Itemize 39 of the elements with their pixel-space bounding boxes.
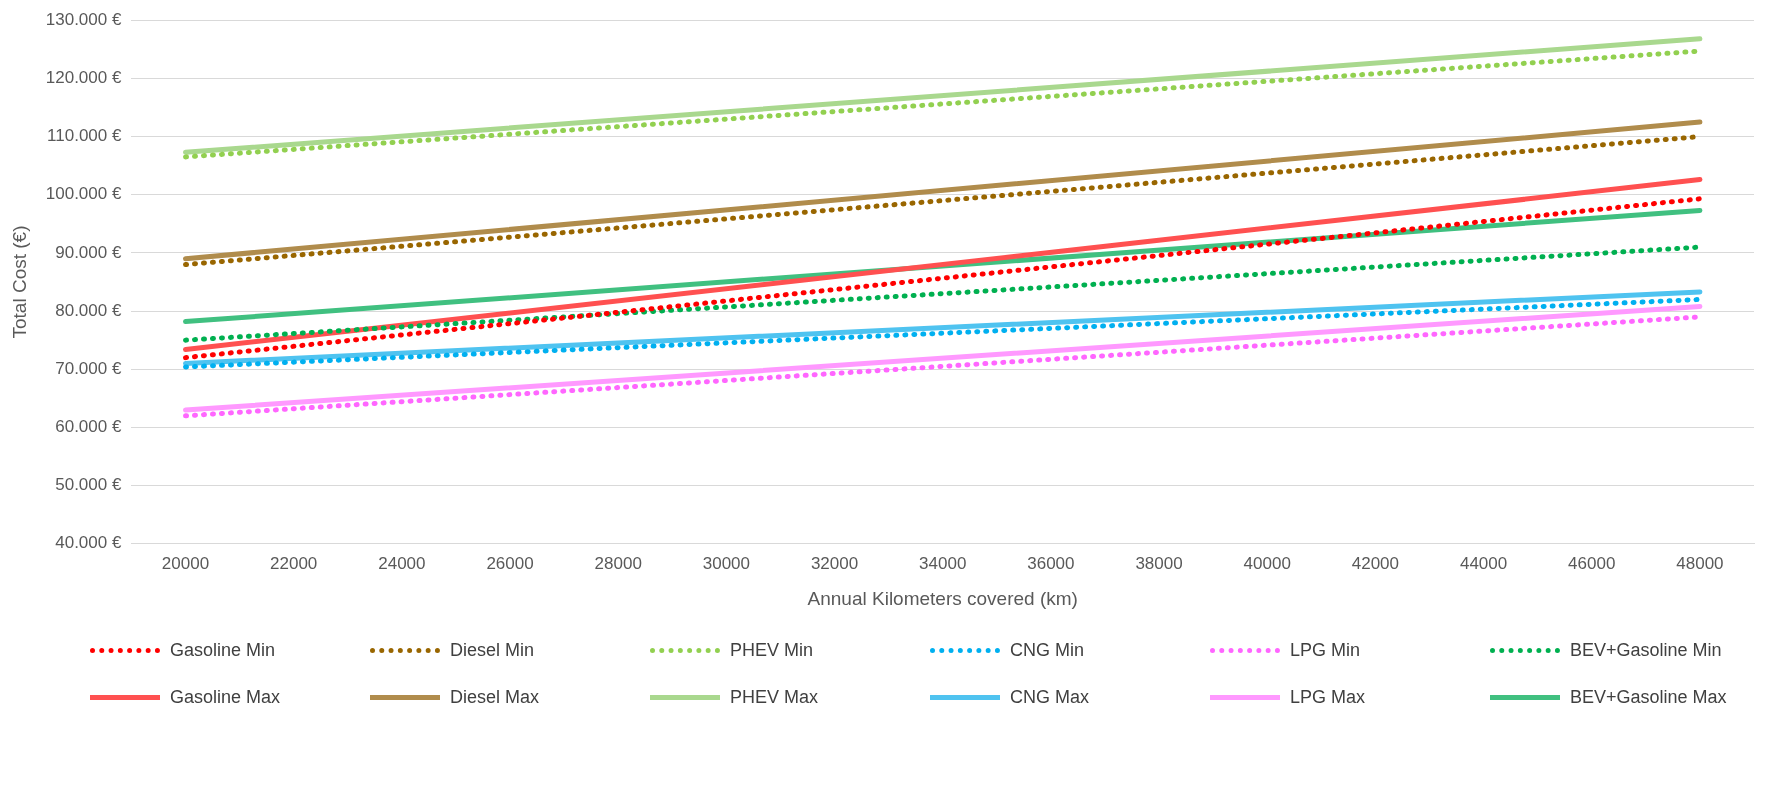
legend-label: LPG Min [1290, 640, 1361, 661]
x-tick-label: 26000 [486, 553, 534, 573]
x-tick-label: 46000 [1568, 553, 1616, 573]
y-tick-label: 70.000 € [55, 358, 122, 378]
legend-label: Diesel Max [450, 687, 540, 708]
y-tick-label: 110.000 € [47, 126, 122, 146]
x-tick-label: 36000 [1027, 553, 1075, 573]
y-tick-label: 100.000 € [45, 184, 122, 204]
x-axis-title: Annual Kilometers covered (km) [807, 587, 1078, 609]
x-tick-label: 30000 [702, 553, 751, 573]
x-tick-label: 24000 [378, 553, 426, 573]
legend-label: BEV+Gasoline Max [1570, 687, 1727, 708]
legend-label: PHEV Min [730, 640, 814, 661]
legend-label: CNG Min [1010, 640, 1085, 661]
legend-label: Gasoline Min [170, 640, 276, 661]
legend-label: CNG Max [1010, 687, 1090, 708]
y-tick-label: 60.000 € [55, 417, 122, 437]
x-tick-label: 22000 [270, 553, 318, 573]
x-tick-label: 40000 [1243, 553, 1291, 573]
x-tick-label: 48000 [1676, 553, 1724, 573]
legend-label: BEV+Gasoline Min [1570, 640, 1722, 661]
y-tick-label: 50.000 € [55, 475, 122, 495]
legend-label: Diesel Min [450, 640, 535, 661]
x-tick-label: 32000 [810, 553, 859, 573]
y-tick-label: 40.000 € [55, 533, 122, 553]
y-tick-label: 130.000 € [45, 9, 122, 29]
y-tick-label: 80.000 € [55, 300, 122, 320]
legend-label: LPG Max [1290, 687, 1366, 708]
x-tick-label: 20000 [161, 553, 210, 573]
y-tick-label: 90.000 € [55, 242, 122, 262]
x-tick-label: 44000 [1459, 553, 1508, 573]
x-tick-label: 42000 [1351, 553, 1400, 573]
x-tick-label: 34000 [919, 553, 967, 573]
x-tick-label: 28000 [594, 553, 642, 573]
y-tick-label: 120.000 € [45, 68, 122, 88]
x-tick-label: 38000 [1135, 553, 1183, 573]
y-axis-title: Total Cost (€) [8, 225, 30, 339]
legend-label: PHEV Max [730, 687, 819, 708]
legend-label: Gasoline Max [170, 687, 281, 708]
